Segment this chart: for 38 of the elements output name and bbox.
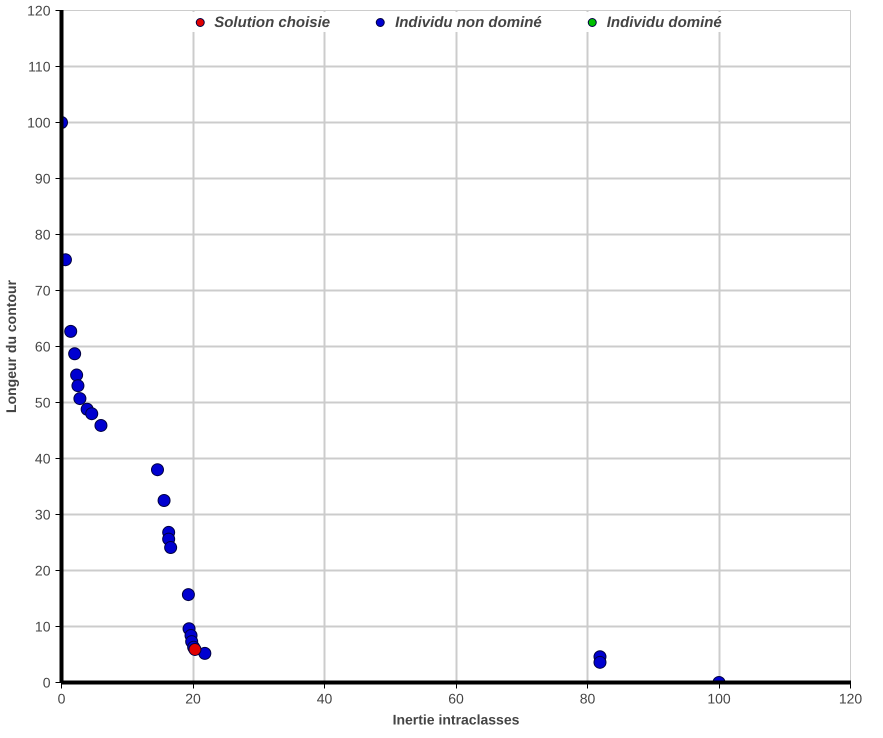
x-axis-title: Inertie intraclasses [392, 712, 520, 728]
point [70, 368, 84, 382]
x-tick-label: 80 [580, 690, 596, 706]
y-tick-label: 80 [34, 226, 51, 242]
y-tick-label: 100 [27, 114, 51, 130]
point [71, 379, 84, 392]
y-tick-label: 0 [42, 674, 51, 690]
y-tick-label: 90 [34, 170, 51, 186]
y-tick-label: 10 [34, 618, 51, 634]
y-tick-label: 30 [34, 506, 51, 522]
point [68, 347, 82, 360]
x-tick-label: 100 [707, 690, 731, 706]
x-tick-label: 20 [185, 690, 201, 706]
y-axis-title: Longeur du contour [3, 279, 20, 413]
legend-label: Individu non dominé [395, 14, 542, 30]
point [150, 463, 164, 476]
y-tick-label: 20 [34, 562, 51, 578]
y-tick-label: 110 [28, 58, 51, 74]
x-tick-label: 40 [316, 690, 332, 706]
x-tick-label: 120 [838, 690, 862, 706]
point [85, 407, 98, 420]
point [94, 418, 108, 432]
point [158, 494, 171, 507]
point [64, 324, 78, 338]
x-tick-label: 0 [58, 690, 66, 706]
legend-label: Individu dominé [606, 14, 722, 30]
y-tick-label: 60 [34, 338, 51, 354]
y-tick-label: 40 [34, 450, 51, 466]
y-tick-label: 120 [27, 2, 51, 18]
legend-label: Solution choisie [214, 14, 330, 30]
y-tick-label: 70 [34, 282, 51, 298]
point [198, 646, 212, 660]
y-tick-label: 50 [34, 394, 51, 410]
x-tick-label: 60 [448, 690, 464, 706]
point [73, 392, 86, 406]
point [182, 588, 195, 602]
point [164, 541, 178, 554]
point [593, 656, 606, 669]
